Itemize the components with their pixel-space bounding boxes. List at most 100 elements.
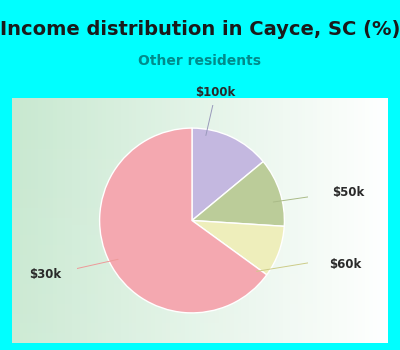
- Bar: [12, 103, 388, 105]
- Bar: [226, 98, 230, 343]
- Bar: [305, 98, 309, 343]
- Wedge shape: [192, 162, 284, 226]
- Bar: [12, 162, 388, 164]
- Bar: [12, 125, 388, 127]
- Bar: [298, 98, 302, 343]
- Bar: [121, 98, 125, 343]
- Bar: [12, 181, 388, 184]
- Bar: [238, 98, 241, 343]
- Bar: [245, 98, 249, 343]
- Bar: [189, 98, 192, 343]
- Bar: [302, 98, 305, 343]
- Bar: [339, 98, 343, 343]
- Bar: [12, 105, 388, 108]
- Text: $60k: $60k: [329, 258, 361, 271]
- Bar: [12, 245, 388, 247]
- Bar: [316, 98, 320, 343]
- Bar: [208, 98, 211, 343]
- Bar: [12, 225, 388, 228]
- Bar: [170, 98, 174, 343]
- Bar: [12, 309, 388, 311]
- Bar: [76, 98, 80, 343]
- Bar: [151, 98, 155, 343]
- Bar: [12, 230, 388, 233]
- Bar: [12, 135, 388, 137]
- Bar: [12, 100, 388, 103]
- Bar: [354, 98, 358, 343]
- Bar: [12, 98, 16, 343]
- Bar: [12, 326, 388, 328]
- Bar: [12, 328, 388, 331]
- Bar: [253, 98, 256, 343]
- Bar: [362, 98, 366, 343]
- Bar: [12, 122, 388, 125]
- Bar: [12, 255, 388, 257]
- Bar: [377, 98, 380, 343]
- Bar: [12, 132, 388, 135]
- Bar: [12, 279, 388, 282]
- Bar: [42, 98, 46, 343]
- Bar: [98, 98, 102, 343]
- Bar: [23, 98, 27, 343]
- Bar: [12, 294, 388, 296]
- Bar: [12, 257, 388, 260]
- Bar: [12, 154, 388, 157]
- Bar: [65, 98, 68, 343]
- Text: $50k: $50k: [332, 186, 365, 199]
- Bar: [275, 98, 279, 343]
- Wedge shape: [100, 128, 267, 313]
- Bar: [106, 98, 110, 343]
- Bar: [12, 333, 388, 336]
- Bar: [12, 176, 388, 179]
- Bar: [136, 98, 140, 343]
- Bar: [185, 98, 189, 343]
- Bar: [12, 267, 388, 270]
- Bar: [128, 98, 132, 343]
- Bar: [294, 98, 298, 343]
- Bar: [95, 98, 98, 343]
- Bar: [12, 198, 388, 201]
- Bar: [31, 98, 34, 343]
- Bar: [102, 98, 106, 343]
- Bar: [12, 282, 388, 284]
- Bar: [12, 220, 388, 223]
- Bar: [268, 98, 272, 343]
- Bar: [347, 98, 350, 343]
- Text: $30k: $30k: [29, 268, 61, 281]
- Bar: [12, 287, 388, 289]
- Bar: [249, 98, 253, 343]
- Bar: [12, 274, 388, 277]
- Bar: [324, 98, 328, 343]
- Bar: [12, 186, 388, 189]
- Bar: [12, 142, 388, 145]
- Bar: [12, 206, 388, 208]
- Bar: [12, 196, 388, 198]
- Bar: [12, 147, 388, 149]
- Bar: [12, 301, 388, 304]
- Bar: [219, 98, 222, 343]
- Bar: [72, 98, 76, 343]
- Bar: [178, 98, 181, 343]
- Bar: [12, 98, 388, 100]
- Bar: [343, 98, 347, 343]
- Bar: [313, 98, 316, 343]
- Bar: [12, 272, 388, 274]
- Bar: [46, 98, 50, 343]
- Bar: [196, 98, 200, 343]
- Bar: [373, 98, 377, 343]
- Bar: [12, 213, 388, 216]
- Bar: [12, 250, 388, 252]
- Bar: [162, 98, 166, 343]
- Wedge shape: [192, 128, 263, 220]
- Bar: [57, 98, 61, 343]
- Bar: [380, 98, 384, 343]
- Bar: [272, 98, 275, 343]
- Bar: [12, 289, 388, 292]
- Bar: [117, 98, 121, 343]
- Bar: [12, 137, 388, 140]
- Bar: [12, 284, 388, 287]
- Bar: [12, 218, 388, 220]
- Bar: [12, 265, 388, 267]
- Text: Income distribution in Cayce, SC (%): Income distribution in Cayce, SC (%): [0, 20, 400, 39]
- Bar: [12, 110, 388, 113]
